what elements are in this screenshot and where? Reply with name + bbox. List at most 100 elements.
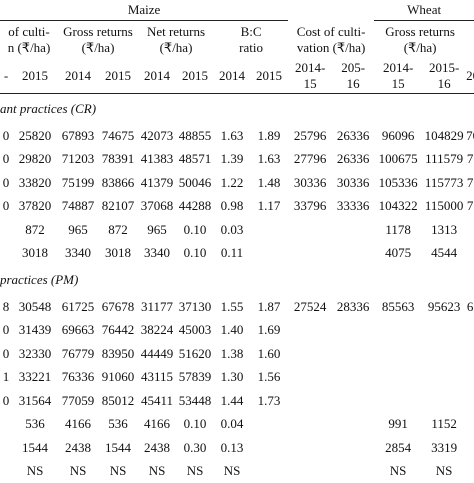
table-cell <box>332 460 374 483</box>
table-cell: 32330 <box>12 342 58 366</box>
column-header: Net returns (₹/ha) <box>138 21 214 60</box>
table-cell: 1.39 <box>214 148 250 172</box>
table-cell: 83950 <box>98 342 138 366</box>
column-header: B:C ratio <box>214 21 288 60</box>
table-cell: 85012 <box>98 389 138 413</box>
spacer <box>288 0 374 21</box>
table-cell: 30336 <box>332 171 374 195</box>
table-cell: 1.73 <box>250 389 288 413</box>
table-cell: 57839 <box>176 366 214 390</box>
table-cell: 0 <box>0 342 12 366</box>
table-cell: 1152 <box>422 413 466 437</box>
table-cell: NS <box>422 460 466 483</box>
table-cell: 2854 <box>374 436 422 460</box>
table-cell: NS <box>176 460 214 483</box>
table-cell: 33796 <box>288 195 332 219</box>
section-label: practices (PM) <box>0 265 474 295</box>
table-cell: 991 <box>374 413 422 437</box>
year-header: 2014 <box>58 59 98 94</box>
table-cell: 48855 <box>176 124 214 148</box>
table-cell: 74675 <box>98 124 138 148</box>
table-cell: 1.17 <box>250 195 288 219</box>
table-cell <box>374 319 422 343</box>
table-cell: 61725 <box>58 295 98 319</box>
group-header: Maize <box>0 0 288 21</box>
table-cell: 28336 <box>332 295 374 319</box>
table-cell: 1.55 <box>214 295 250 319</box>
table-cell: 111579 <box>422 148 466 172</box>
year-header: 2015 <box>12 59 58 94</box>
table-cell: 0.03 <box>214 218 250 242</box>
table-cell: 1.60 <box>250 342 288 366</box>
table-cell <box>250 413 288 437</box>
table-cell: 1.63 <box>214 124 250 148</box>
table-cell: 1.87 <box>250 295 288 319</box>
table-cell: 2438 <box>138 436 176 460</box>
table-cell: 70 <box>466 124 474 148</box>
table-cell: 78391 <box>98 148 138 172</box>
table-cell <box>0 436 12 460</box>
table-cell: 1544 <box>12 436 58 460</box>
table-cell <box>466 218 474 242</box>
year-header: 205- 16 <box>332 59 374 94</box>
table-cell <box>422 366 466 390</box>
table-cell: 0 <box>0 148 12 172</box>
table-cell: 1.56 <box>250 366 288 390</box>
table-cell <box>332 242 374 266</box>
table-cell: 965 <box>138 218 176 242</box>
table-cell: 965 <box>58 218 98 242</box>
table-cell: 43115 <box>138 366 176 390</box>
table-cell: 105336 <box>374 171 422 195</box>
table-cell: 27524 <box>288 295 332 319</box>
table-cell: 95623 <box>422 295 466 319</box>
table-cell: 45411 <box>138 389 176 413</box>
table-cell: 33820 <box>12 171 58 195</box>
table-cell: 75199 <box>58 171 98 195</box>
table-cell: 1 <box>0 366 12 390</box>
table-cell <box>374 366 422 390</box>
table-cell <box>374 342 422 366</box>
table-cell: 85563 <box>374 295 422 319</box>
table-cell: 0.04 <box>214 413 250 437</box>
year-header: 2015- 16 <box>422 59 466 94</box>
table-cell <box>0 218 12 242</box>
table-cell: 1.38 <box>214 342 250 366</box>
table-cell: 100675 <box>374 148 422 172</box>
table-cell: 37130 <box>176 295 214 319</box>
table-cell <box>250 242 288 266</box>
year-header: 2014- 15 <box>374 59 422 94</box>
table-cell <box>0 242 12 266</box>
section-row: practices (PM) <box>0 265 474 295</box>
table-cell: 31177 <box>138 295 176 319</box>
table-cell: 74887 <box>58 195 98 219</box>
column-header: Gross returns (₹/ha) <box>374 21 466 60</box>
table-cell: 37820 <box>12 195 58 219</box>
table-cell: 67893 <box>58 124 98 148</box>
table-cell: 29820 <box>12 148 58 172</box>
section-label: ant practices (CR) <box>0 94 474 125</box>
table-cell: 0.10 <box>176 413 214 437</box>
table-cell: 1.40 <box>214 319 250 343</box>
table-cell <box>250 218 288 242</box>
table-cell: 536 <box>12 413 58 437</box>
year-header: 2015 <box>250 59 288 94</box>
table-cell: 67678 <box>98 295 138 319</box>
table-cell: 27796 <box>288 148 332 172</box>
table-cell <box>374 389 422 413</box>
table-cell <box>332 342 374 366</box>
table-cell: 45003 <box>176 319 214 343</box>
table-cell <box>332 366 374 390</box>
table-cell: 76779 <box>58 342 98 366</box>
table-cell: 4075 <box>374 242 422 266</box>
table-cell: 872 <box>98 218 138 242</box>
column-header-row: of culti- n (₹/ha)Gross returns (₹/ha)Ne… <box>0 21 474 60</box>
table-cell <box>332 413 374 437</box>
table-cell: 1.69 <box>250 319 288 343</box>
table-cell: 115773 <box>422 171 466 195</box>
